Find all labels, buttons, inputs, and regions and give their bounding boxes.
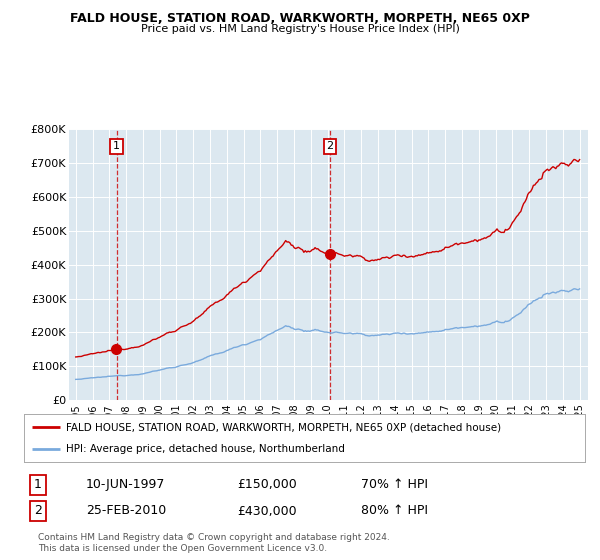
Text: HPI: Average price, detached house, Northumberland: HPI: Average price, detached house, Nort… — [66, 444, 345, 454]
Text: 70% ↑ HPI: 70% ↑ HPI — [361, 478, 428, 492]
Text: Price paid vs. HM Land Registry's House Price Index (HPI): Price paid vs. HM Land Registry's House … — [140, 24, 460, 34]
Text: 10-JUN-1997: 10-JUN-1997 — [86, 478, 165, 492]
Text: 2: 2 — [326, 142, 334, 151]
Text: £430,000: £430,000 — [237, 505, 297, 517]
Text: 1: 1 — [34, 478, 42, 492]
Text: 1: 1 — [113, 142, 120, 151]
Text: 80% ↑ HPI: 80% ↑ HPI — [361, 505, 428, 517]
Text: 2: 2 — [34, 505, 42, 517]
Text: 25-FEB-2010: 25-FEB-2010 — [86, 505, 166, 517]
Text: FALD HOUSE, STATION ROAD, WARKWORTH, MORPETH, NE65 0XP: FALD HOUSE, STATION ROAD, WARKWORTH, MOR… — [70, 12, 530, 25]
Text: £150,000: £150,000 — [237, 478, 297, 492]
Text: Contains HM Land Registry data © Crown copyright and database right 2024.
This d: Contains HM Land Registry data © Crown c… — [38, 534, 390, 553]
Text: FALD HOUSE, STATION ROAD, WARKWORTH, MORPETH, NE65 0XP (detached house): FALD HOUSE, STATION ROAD, WARKWORTH, MOR… — [66, 422, 501, 432]
